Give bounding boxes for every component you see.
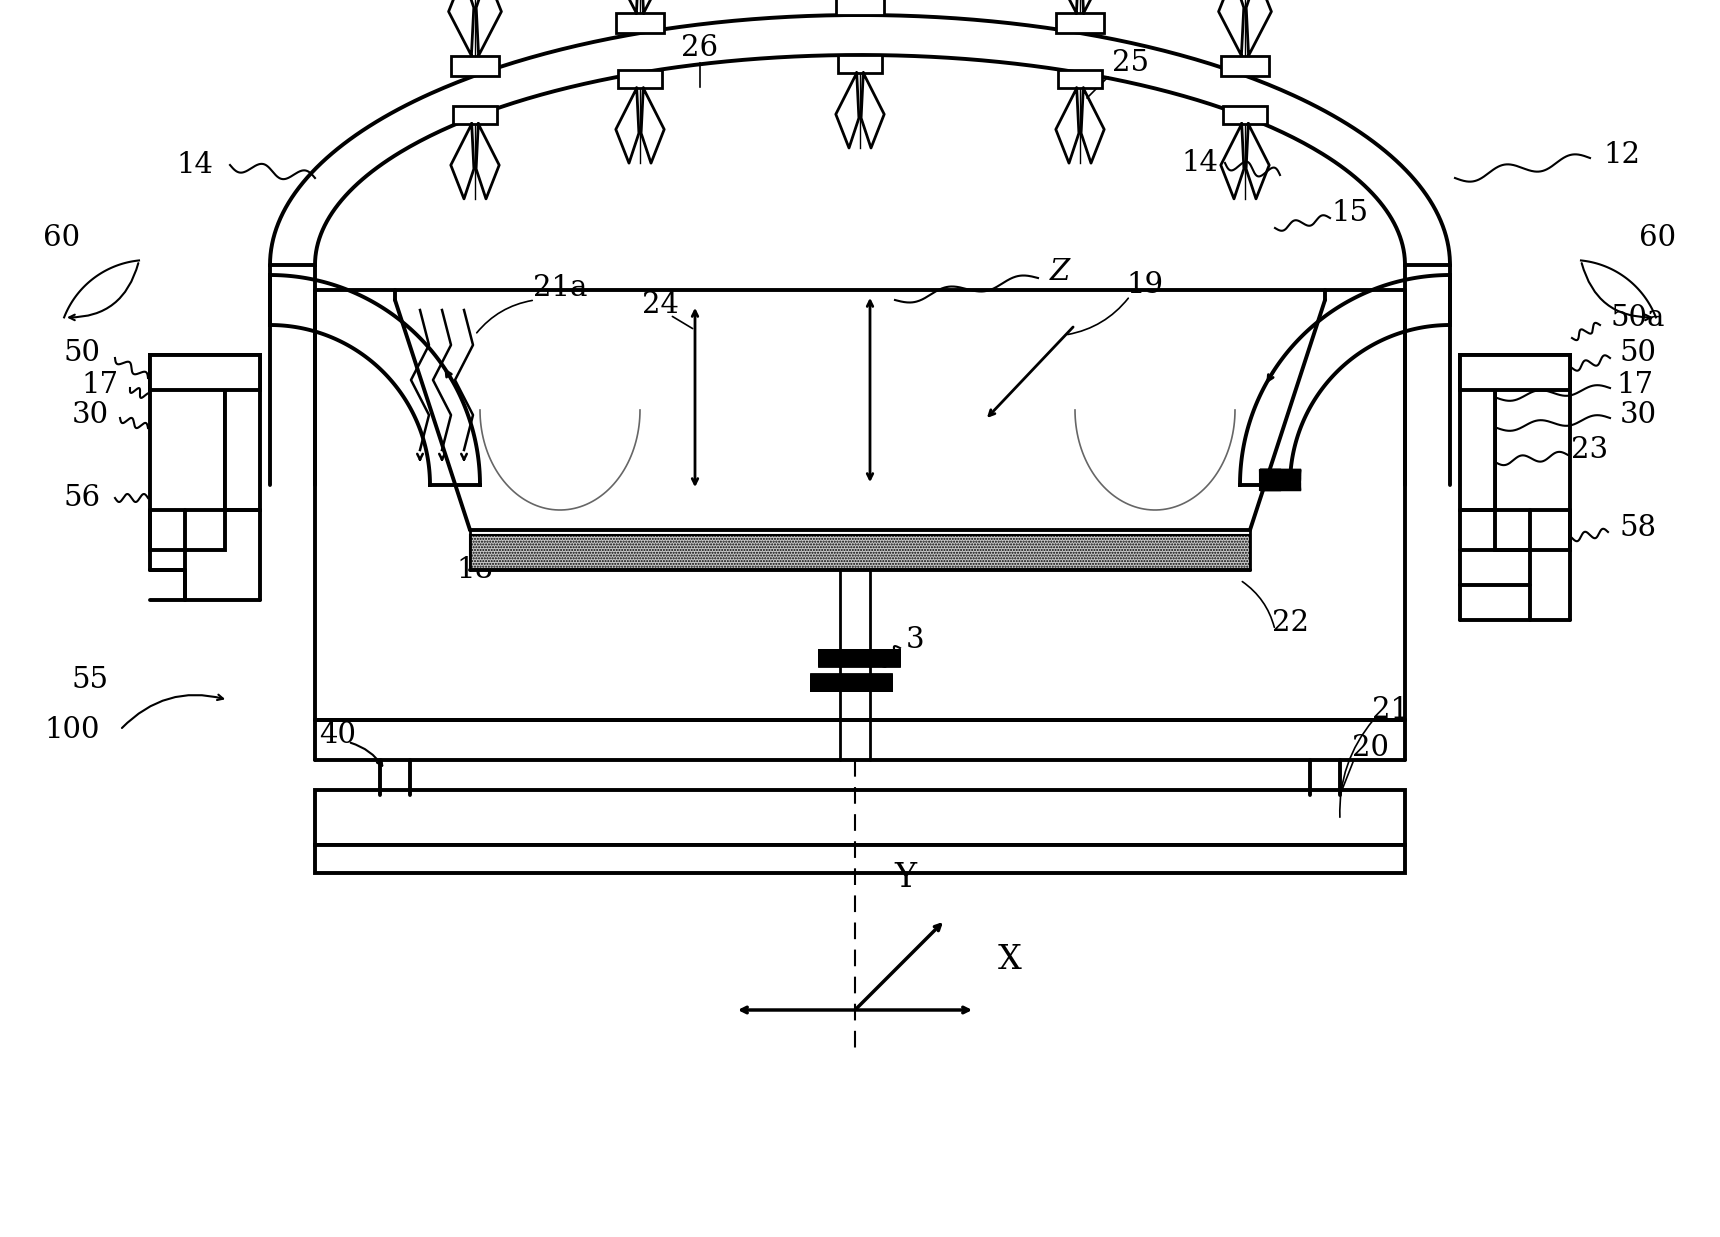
Text: 3: 3 xyxy=(906,626,924,654)
Text: 12: 12 xyxy=(1603,141,1641,169)
Bar xyxy=(150,355,260,390)
Text: 56: 56 xyxy=(64,484,100,512)
Bar xyxy=(225,355,260,510)
Text: 21: 21 xyxy=(1371,696,1409,724)
Text: 58: 58 xyxy=(1620,515,1656,542)
Bar xyxy=(315,845,1405,873)
Text: 17: 17 xyxy=(81,371,119,400)
Text: 14: 14 xyxy=(1182,148,1218,177)
Text: 60: 60 xyxy=(43,224,81,252)
Bar xyxy=(1223,106,1268,124)
Bar xyxy=(836,0,884,15)
Text: 100: 100 xyxy=(45,716,100,743)
Bar xyxy=(470,534,1250,570)
Text: 25: 25 xyxy=(1111,49,1149,77)
Bar xyxy=(1460,355,1495,510)
Text: 50: 50 xyxy=(1620,339,1656,367)
Text: 15: 15 xyxy=(1331,199,1369,228)
Text: Z: Z xyxy=(1049,259,1070,286)
Text: 22: 22 xyxy=(1271,609,1309,637)
Bar xyxy=(838,54,882,73)
Text: X: X xyxy=(998,944,1022,976)
Bar xyxy=(1221,56,1269,75)
Bar xyxy=(1058,71,1103,88)
Text: 55: 55 xyxy=(72,666,108,694)
Bar xyxy=(1056,14,1104,33)
Bar xyxy=(616,14,664,33)
Text: 50a: 50a xyxy=(1610,304,1665,332)
Text: Y: Y xyxy=(894,862,917,894)
Text: 60: 60 xyxy=(1639,224,1677,252)
Text: 30: 30 xyxy=(72,401,108,429)
Text: 14: 14 xyxy=(177,151,213,179)
Bar xyxy=(617,71,662,88)
Text: 21a: 21a xyxy=(533,275,587,302)
Bar xyxy=(150,355,225,550)
Text: 40: 40 xyxy=(320,721,356,748)
Text: 20: 20 xyxy=(1352,734,1388,762)
Bar xyxy=(1460,355,1570,390)
Text: 23: 23 xyxy=(1572,435,1608,464)
Bar xyxy=(451,56,499,75)
Bar xyxy=(315,790,1405,845)
Text: 18: 18 xyxy=(456,555,494,584)
Text: 19: 19 xyxy=(1127,271,1163,299)
Bar xyxy=(1495,355,1570,550)
Text: 17: 17 xyxy=(1617,371,1653,400)
Text: 26: 26 xyxy=(681,33,719,62)
Bar xyxy=(452,106,497,124)
Text: 30: 30 xyxy=(1620,401,1656,429)
Text: 50: 50 xyxy=(64,339,100,367)
Text: 24: 24 xyxy=(642,291,678,319)
